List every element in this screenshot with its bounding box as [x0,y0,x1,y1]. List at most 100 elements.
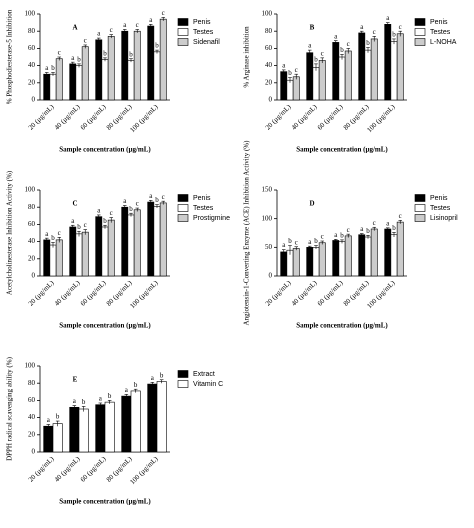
significance-letter: a [360,225,364,233]
legend-swatch [177,380,189,388]
legend-swatch [177,204,189,212]
bar [78,408,89,453]
bar [370,228,378,277]
x-axis-label: Sample concentration (µg/mL) [59,498,151,506]
bar [147,201,155,277]
bar [292,76,300,101]
bar [69,226,77,277]
significance-letter: b [103,49,107,57]
bar [306,247,314,277]
significance-letter: b [77,223,81,231]
bar [396,33,404,101]
y-tick-label: 80 [28,379,36,387]
significance-letter: c [295,238,298,246]
legend-label: Testes [193,29,214,36]
x-tick-label: 60 (µg/mL) [316,278,345,307]
significance-letter: c [58,49,61,57]
y-tick-label: 100 [25,10,36,18]
y-tick-label: 100 [262,214,273,222]
significance-letter: c [347,40,350,48]
bar [107,219,115,277]
significance-letter: c [136,21,139,29]
y-tick-label: 60 [265,44,273,52]
significance-letter: c [110,209,113,217]
legend-swatch [414,214,426,222]
x-axis-label: Sample concentration (µg/mL) [59,146,151,154]
bar [49,244,57,277]
bar [364,49,372,101]
chart-title: B [310,24,315,32]
legend-label: Lisinopril [430,215,458,222]
significance-letter: b [366,227,370,235]
y-axis-label: Acetylcholinesterase Inhibition Activity… [6,170,14,295]
bar [280,71,288,101]
legend-label: L-NOHA [430,39,457,46]
y-tick-label: 20 [28,78,36,86]
x-tick-label: 20 (µg/mL) [27,102,56,131]
bar [344,50,352,101]
legend-label: Penis [193,195,211,202]
x-tick-label: 20 (µg/mL) [27,278,56,307]
legend-swatch [177,194,189,202]
bar [338,56,346,101]
bar [95,404,106,453]
significance-letter: b [392,224,396,232]
significance-letter: b [108,392,112,400]
bar [104,401,115,453]
significance-letter: a [282,241,286,249]
bar [159,202,167,277]
x-tick-label: 60 (µg/mL) [79,278,108,307]
chart-title: A [72,24,77,32]
legend-label: Penis [430,19,448,26]
x-tick-label: 20 (µg/mL) [264,278,293,307]
x-tick-label: 20 (µg/mL) [264,102,293,131]
legend-swatch [414,194,426,202]
significance-letter: c [399,23,402,31]
significance-letter: c [321,233,324,241]
bar [81,231,89,277]
y-tick-label: 0 [32,272,36,280]
bar [332,42,340,101]
significance-letter: c [58,229,61,237]
significance-letter: c [162,193,165,201]
legend-label: Vitamin C [193,381,223,388]
bar [81,46,89,101]
bar [133,30,141,101]
significance-letter: a [71,54,75,62]
significance-letter: c [136,200,139,208]
bar [69,406,80,453]
significance-letter: a [149,16,153,24]
significance-letter: a [334,32,338,40]
bar [130,390,141,453]
significance-letter: a [334,231,338,239]
y-tick-label: 100 [25,186,36,194]
significance-letter: a [308,42,312,50]
x-axis-label: Sample concentration (µg/mL) [59,322,151,330]
significance-letter: b [392,31,396,39]
bar [127,60,135,101]
x-tick-label: 100 (µg/mL) [128,278,160,310]
significance-letter: a [73,397,77,405]
bar [306,52,314,101]
bar [396,221,404,277]
x-tick-label: 60 (µg/mL) [79,102,108,131]
bar [101,226,109,277]
significance-letter: c [295,66,298,74]
x-axis-label: Sample concentration (µg/mL) [296,322,388,330]
bar [121,395,132,453]
significance-letter: a [149,192,153,200]
significance-letter: b [314,237,318,245]
y-tick-label: 0 [269,272,273,280]
y-axis-label: DPPH radical scavenging ability (%) [6,356,14,460]
y-tick-label: 100 [25,362,36,370]
y-tick-label: 80 [265,27,273,35]
bar [147,25,155,101]
x-tick-label: 100 (µg/mL) [365,278,397,310]
bar [332,240,340,277]
y-axis-label: % Arginase inhibition [243,26,251,88]
y-tick-label: 40 [265,61,273,69]
y-tick-label: 40 [28,413,36,421]
y-tick-label: 40 [28,237,36,245]
legend-swatch [414,38,426,46]
